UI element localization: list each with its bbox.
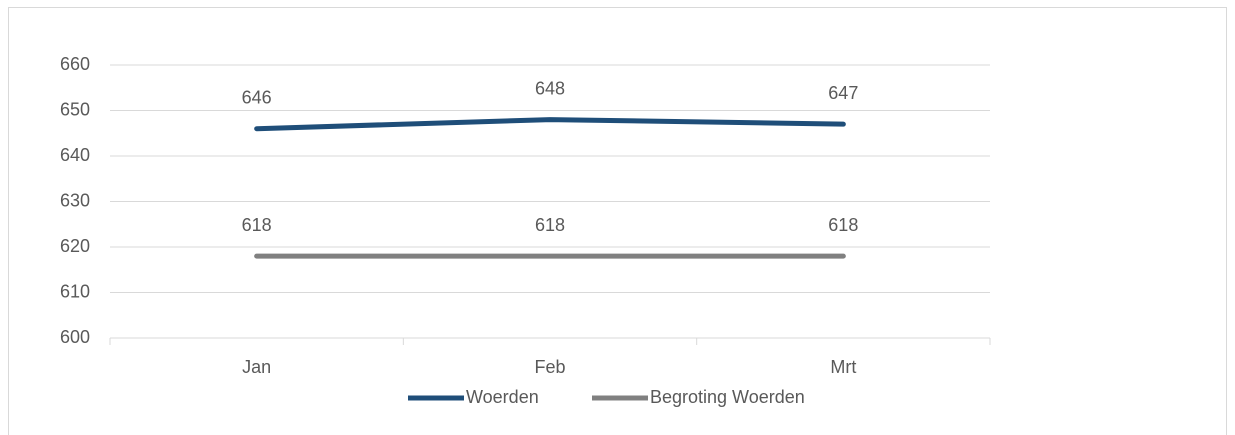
y-tick-label: 620 <box>60 236 90 256</box>
series-line <box>254 117 846 132</box>
y-tick-label: 640 <box>60 145 90 165</box>
chart-frame <box>8 7 1227 435</box>
data-label: 618 <box>535 215 565 235</box>
x-tick-label: Jan <box>242 357 271 377</box>
data-label: 646 <box>242 87 272 107</box>
data-label: 618 <box>242 215 272 235</box>
x-tick-label: Mrt <box>830 357 856 377</box>
legend-label: Begroting Woerden <box>650 387 805 407</box>
x-tick-label: Feb <box>534 357 565 377</box>
legend-label: Woerden <box>466 387 539 407</box>
data-label: 647 <box>828 83 858 103</box>
y-tick-label: 610 <box>60 281 90 301</box>
y-tick-label: 630 <box>60 190 90 210</box>
data-label: 648 <box>535 78 565 98</box>
data-label: 618 <box>828 215 858 235</box>
y-tick-label: 650 <box>60 99 90 119</box>
y-tick-label: 660 <box>60 54 90 74</box>
y-tick-label: 600 <box>60 327 90 347</box>
